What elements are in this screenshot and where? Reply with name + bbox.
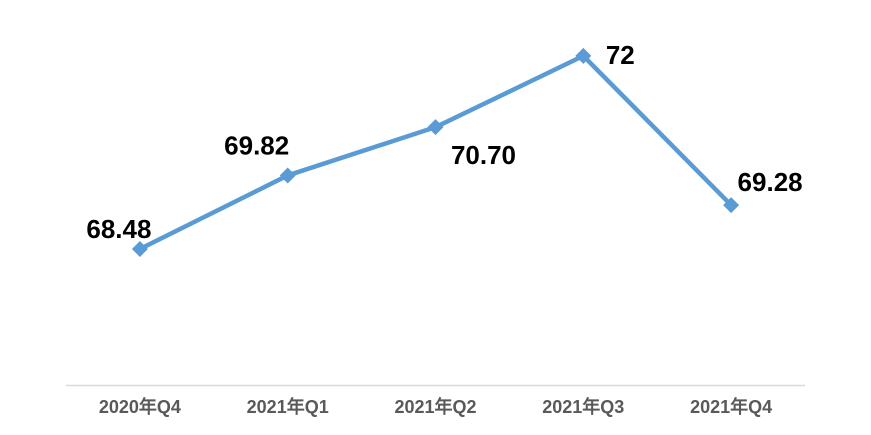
x-axis-label: 2021年Q1: [247, 396, 329, 417]
data-point-marker: [427, 119, 444, 136]
data-label: 70.70: [451, 140, 516, 170]
x-axis-label: 2021年Q2: [394, 396, 476, 417]
data-label: 69.28: [738, 167, 803, 197]
data-point-marker: [131, 240, 148, 257]
data-point-marker: [723, 197, 740, 214]
data-point-marker: [279, 167, 296, 184]
x-axis-label: 2020年Q4: [99, 396, 181, 417]
data-point-marker: [575, 47, 592, 64]
data-label: 72: [606, 40, 635, 70]
x-axis-label: 2021年Q4: [690, 396, 772, 417]
data-label: 68.48: [86, 214, 151, 244]
data-label: 69.82: [224, 130, 289, 160]
x-axis-label: 2021年Q3: [542, 396, 624, 417]
